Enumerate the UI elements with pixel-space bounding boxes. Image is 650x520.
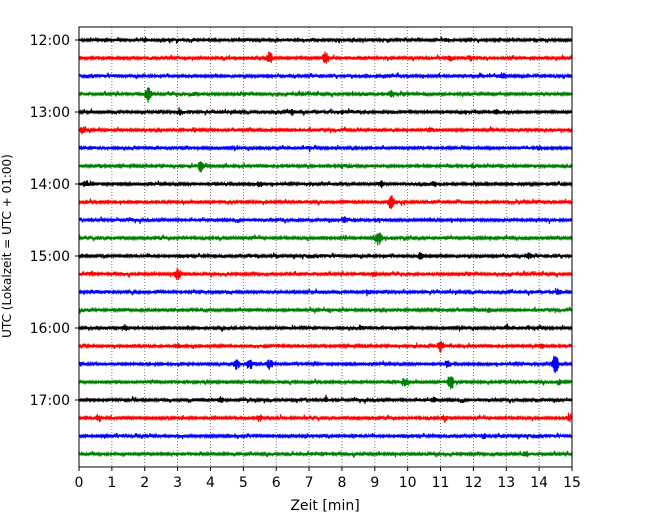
seismic-traces xyxy=(78,36,573,458)
seismic-trace xyxy=(78,306,573,314)
seismic-trace xyxy=(78,72,573,80)
seismic-trace xyxy=(78,216,573,224)
x-tick-label: 5 xyxy=(239,475,248,491)
x-tick-label: 13 xyxy=(497,475,515,491)
x-tick-label: 15 xyxy=(563,475,581,491)
seismic-trace xyxy=(78,412,573,424)
x-tick-label: 11 xyxy=(432,475,450,491)
y-axis-label: UTC (Lokalzeit = UTC + 01:00) xyxy=(0,154,14,338)
x-tick-label: 8 xyxy=(337,475,346,491)
x-tick-label: 3 xyxy=(173,475,182,491)
seismic-trace xyxy=(78,180,573,189)
x-tick-label: 14 xyxy=(530,475,548,491)
x-axis-ticks: 0 1 2 3 4 5 6 7 8 9 10 11 12 13 14 15 xyxy=(75,467,581,491)
seismic-trace xyxy=(78,107,573,116)
y-tick-label: 13:00 xyxy=(30,105,70,121)
y-tick-label: 17:00 xyxy=(30,393,70,409)
seismic-trace xyxy=(78,232,573,246)
x-tick-label: 6 xyxy=(272,475,281,491)
x-tick-label: 0 xyxy=(75,475,84,491)
seismic-trace xyxy=(78,251,573,260)
x-tick-label: 9 xyxy=(370,475,379,491)
seismic-trace xyxy=(78,340,573,353)
seismic-trace xyxy=(78,36,573,44)
seismic-trace xyxy=(78,87,573,103)
seismic-trace xyxy=(78,126,573,135)
seismic-trace xyxy=(78,51,573,64)
seismic-trace xyxy=(78,355,573,374)
seismic-trace xyxy=(78,268,573,280)
x-tick-label: 2 xyxy=(140,475,149,491)
seismic-trace xyxy=(78,323,573,332)
x-tick-label: 4 xyxy=(206,475,215,491)
x-tick-label: 10 xyxy=(399,475,417,491)
x-tick-label: 12 xyxy=(464,475,482,491)
plot-frame xyxy=(78,26,573,468)
grid-lines xyxy=(111,27,540,467)
seismic-trace xyxy=(78,450,573,458)
seismic-trace xyxy=(78,144,573,153)
seismic-trace xyxy=(78,287,573,297)
seismic-trace xyxy=(78,432,573,440)
seismic-trace xyxy=(78,195,573,209)
x-tick-label: 7 xyxy=(305,475,314,491)
seismic-trace xyxy=(78,394,573,404)
seismic-trace xyxy=(78,376,573,390)
y-axis-ticks: 12:00 13:00 14:00 15:00 16:00 17:00 xyxy=(30,33,79,409)
x-axis-label: Zeit [min] xyxy=(290,498,359,514)
x-tick-label: 1 xyxy=(107,475,116,491)
seismic-trace xyxy=(78,161,573,173)
y-tick-label: 16:00 xyxy=(30,321,70,337)
y-tick-label: 14:00 xyxy=(30,177,70,193)
y-tick-label: 12:00 xyxy=(30,33,70,49)
y-tick-label: 15:00 xyxy=(30,249,70,265)
